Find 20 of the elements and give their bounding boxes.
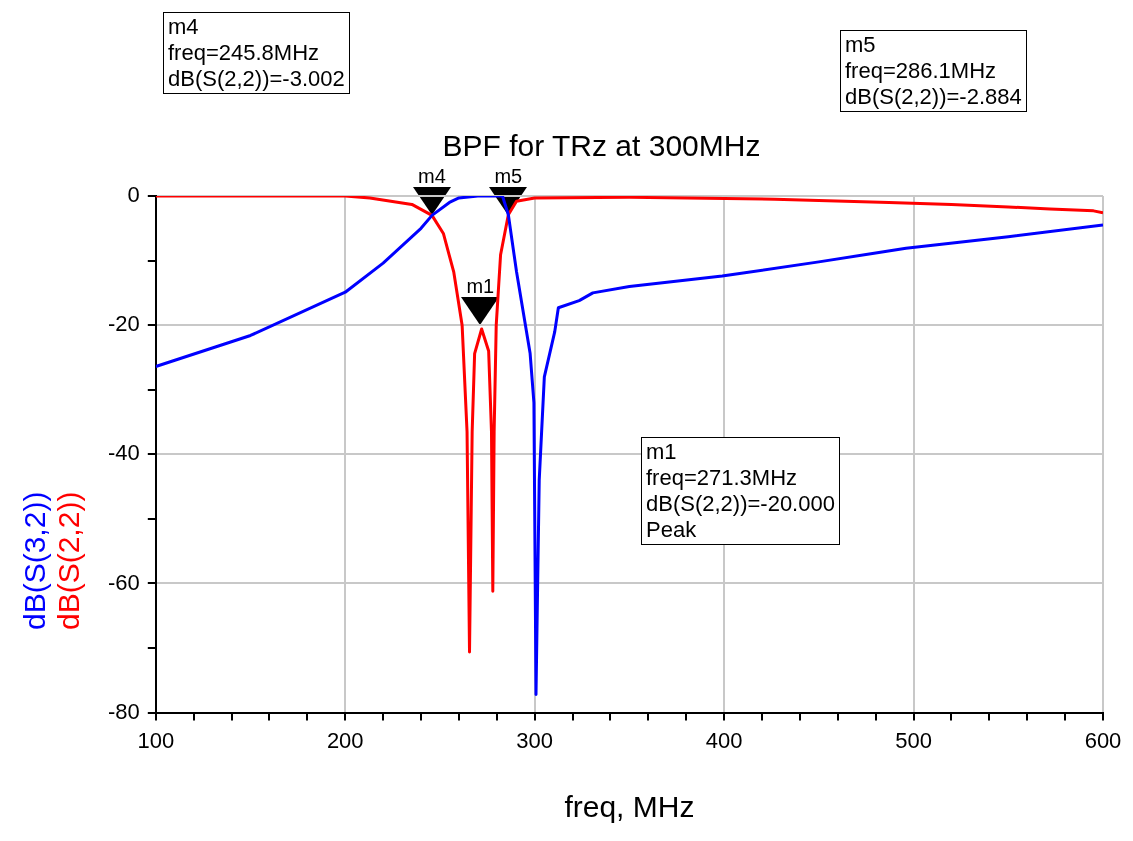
text: m5 freq=286.1MHz dB(S(2,2))=-2.884 — [840, 30, 1027, 112]
x-tick-label: 100 — [137, 727, 175, 753]
x-tick-label: 400 — [705, 727, 743, 753]
annotation: m5 — [493, 164, 524, 187]
y-tick-label: 0 — [127, 182, 140, 208]
annotation: m4 — [417, 165, 447, 188]
x-tick-label: 500 — [895, 727, 932, 753]
chart-title: BPF for TRz at 300MHz — [442, 129, 761, 163]
annotation: m1 freq=271.3MHz dB(S(2,2))=-20.000 Peak — [641, 437, 840, 545]
x-tick-label: 600 — [1084, 727, 1122, 753]
x-tick-label: 300 — [516, 727, 554, 753]
y-tick-label: -40 — [108, 440, 140, 466]
y-axis-title: dB(S(3,2)) dB(S(2,2)) — [18, 491, 86, 630]
annotation: m1 — [465, 275, 496, 298]
text: m4 freq=245.8MHz dB(S(2,2))=-3.002 — [163, 12, 350, 94]
y-tick-label: -20 — [108, 311, 140, 337]
x-tick-label: 200 — [326, 727, 364, 753]
y-tick-label: -80 — [108, 698, 140, 724]
x-axis-title: freq, MHz — [564, 790, 695, 824]
y-tick-label: -60 — [108, 569, 140, 595]
